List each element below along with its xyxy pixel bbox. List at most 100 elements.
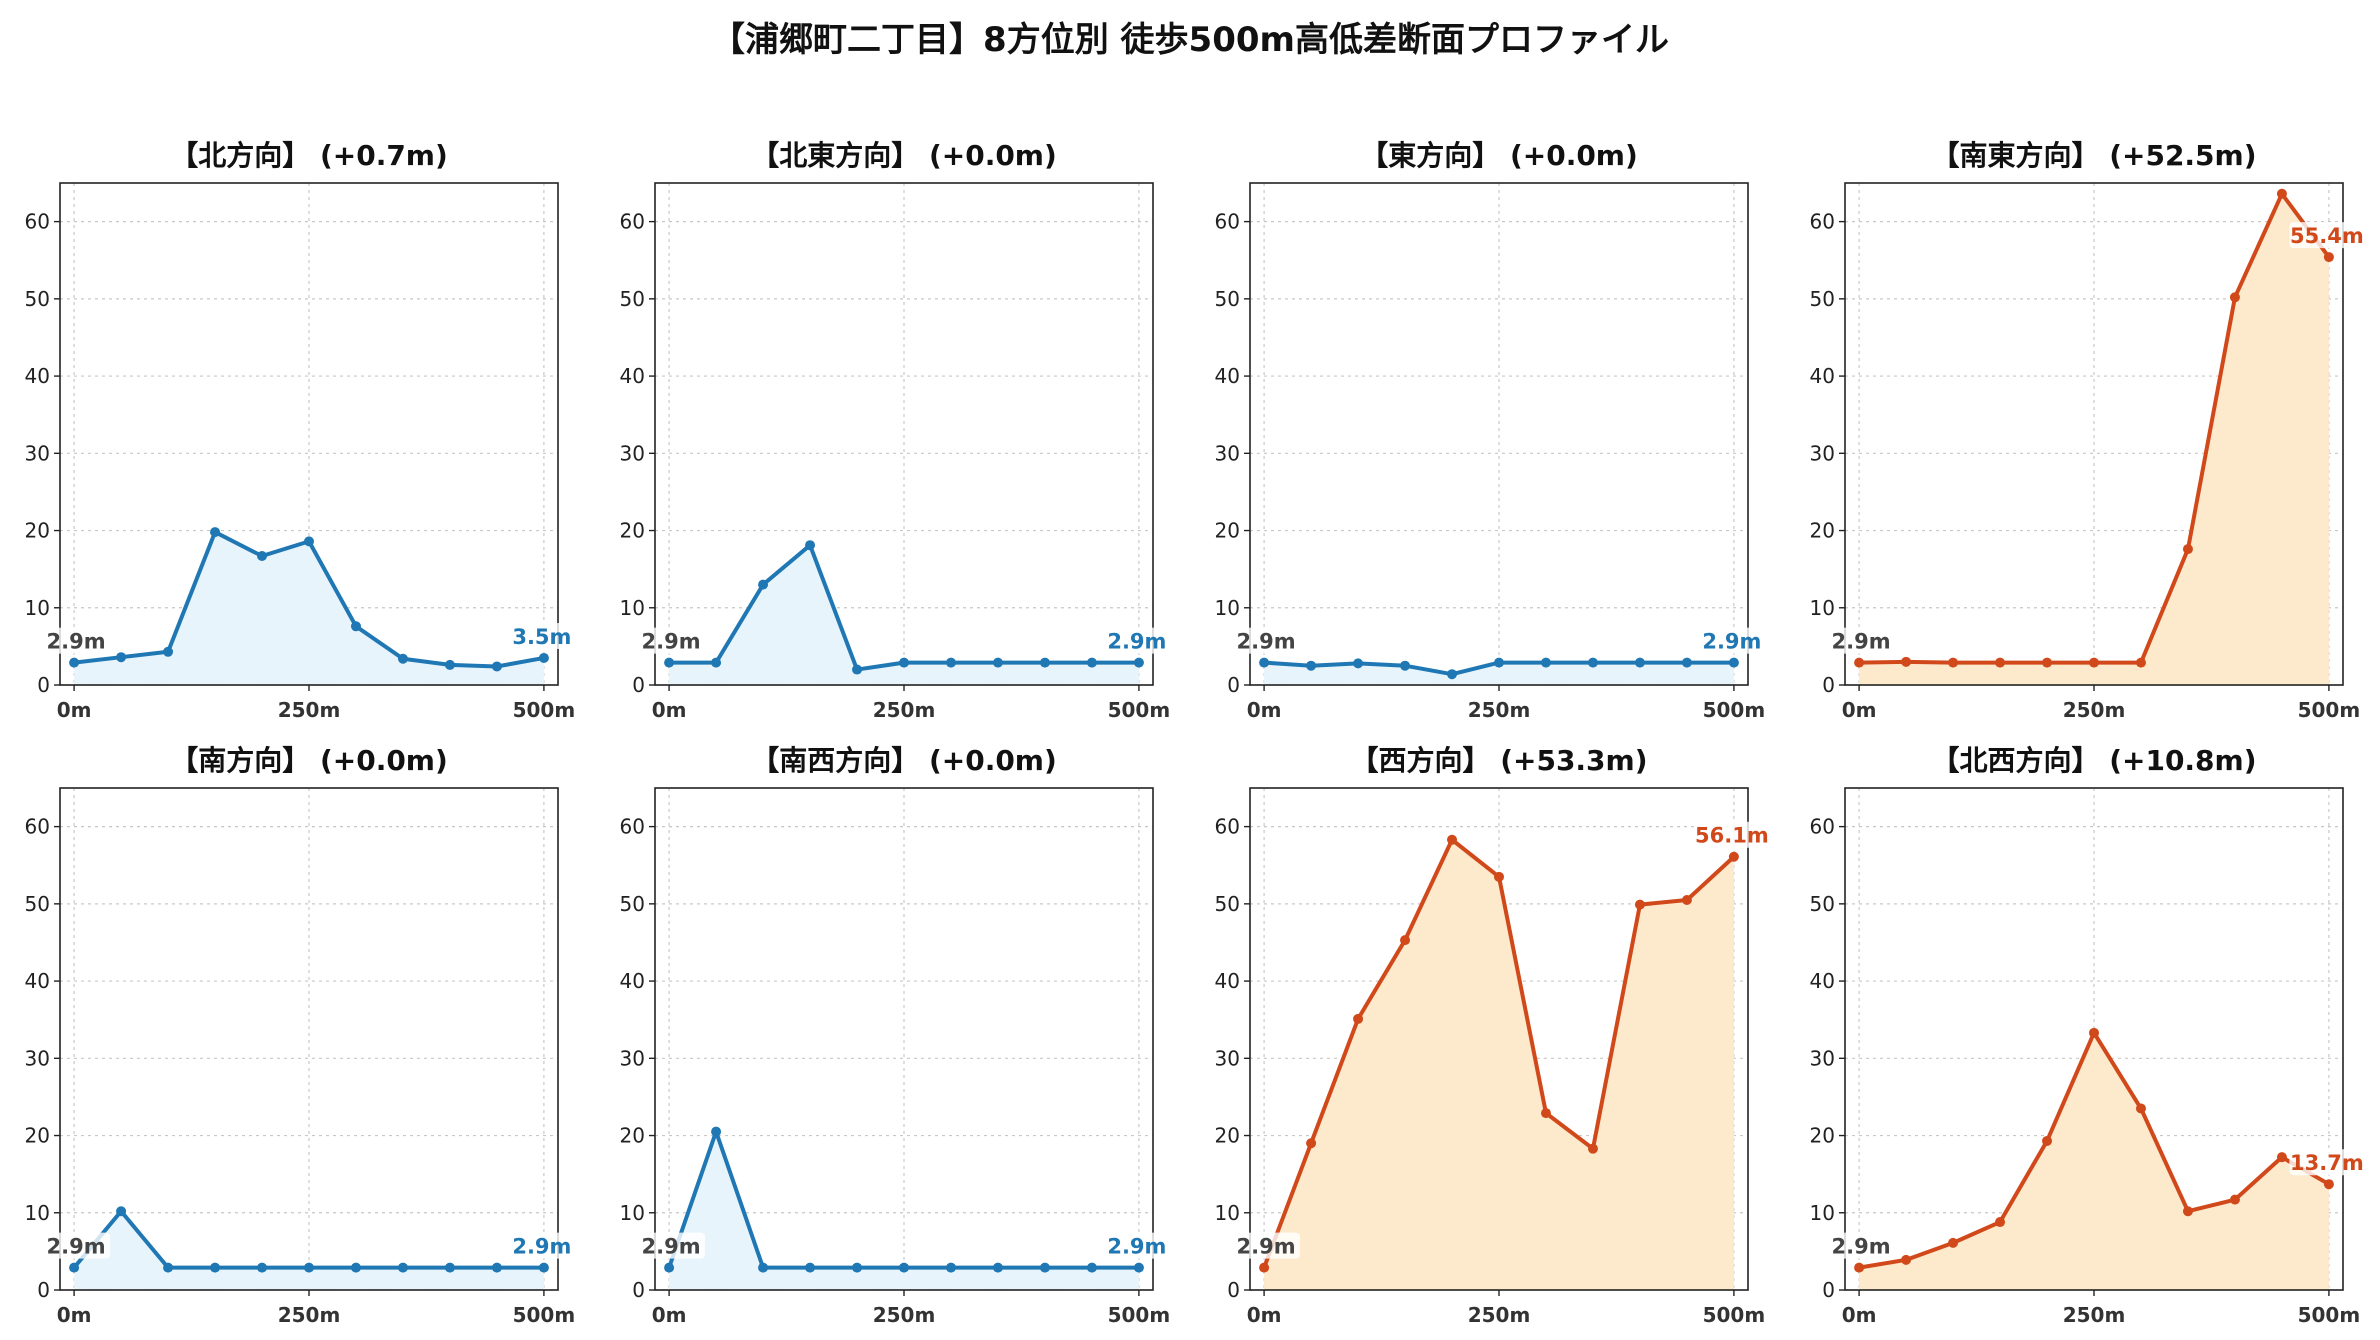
plot-frame — [654, 182, 1154, 686]
x-tick-label: 500m — [1108, 698, 1171, 722]
end-label-bg — [1700, 627, 1763, 654]
plot-frame — [59, 787, 559, 1291]
data-point — [1540, 657, 1551, 668]
y-tick-label: 50 — [620, 892, 645, 916]
start-elevation-label: 2.9m — [1832, 1235, 1891, 1259]
end-label-bg — [1105, 1232, 1168, 1259]
data-point — [163, 1262, 174, 1273]
y-tick-label: 0 — [37, 1278, 50, 1302]
x-tick-label: 0m — [652, 1303, 687, 1327]
start-label-bg — [42, 1232, 111, 1259]
start-label-bg — [1827, 1232, 1896, 1259]
x-tick-label: 0m — [1247, 698, 1282, 722]
start-label-bg — [1232, 1232, 1301, 1259]
panel-title: 【北東方向】 (+0.0m) — [751, 139, 1057, 172]
data-point — [2182, 1206, 2193, 1217]
start-elevation-label: 2.9m — [1832, 630, 1891, 654]
plot-frame — [1249, 182, 1749, 686]
y-tick-label: 40 — [1215, 364, 1240, 388]
end-elevation-label: 2.9m — [1702, 630, 1761, 654]
y-tick-label: 20 — [1810, 519, 1835, 543]
data-point — [1086, 1262, 1097, 1273]
data-point — [1681, 894, 1692, 905]
figure-title: 【浦郷町二丁目】8方位別 徒歩500m高低差断面プロファイル — [711, 20, 1669, 60]
y-tick-label: 20 — [1215, 519, 1240, 543]
data-point — [2042, 657, 2053, 668]
y-tick-label: 40 — [1810, 364, 1835, 388]
data-point — [945, 1262, 956, 1273]
x-tick-label: 0m — [1842, 698, 1877, 722]
data-point — [444, 1262, 455, 1273]
data-point — [1728, 657, 1739, 668]
data-point — [805, 540, 816, 551]
x-tick-label: 250m — [1468, 698, 1531, 722]
data-point — [1948, 1237, 1959, 1248]
x-tick-label: 500m — [2298, 1303, 2361, 1327]
data-point — [2089, 657, 2099, 668]
data-point — [992, 657, 1003, 668]
data-point — [304, 1262, 314, 1273]
y-tick-label: 10 — [620, 1201, 645, 1225]
data-point — [1995, 657, 2006, 668]
y-tick-label: 10 — [1215, 596, 1240, 620]
start-label-bg — [1232, 627, 1301, 654]
data-point — [1400, 660, 1411, 671]
y-tick-label: 50 — [1215, 287, 1240, 311]
y-tick-label: 0 — [1822, 673, 1835, 697]
data-point — [992, 1262, 1003, 1273]
x-tick-label: 0m — [652, 698, 687, 722]
data-point — [163, 646, 174, 657]
x-tick-label: 500m — [513, 698, 576, 722]
data-point — [1494, 657, 1504, 668]
area-fill — [74, 1211, 544, 1290]
y-tick-label: 40 — [620, 969, 645, 993]
panel-title: 【北方向】 (+0.7m) — [170, 139, 448, 172]
area-fill — [1264, 662, 1734, 685]
y-tick-label: 10 — [25, 1201, 50, 1225]
data-point — [491, 661, 502, 672]
panel-6: 0 10 20 30 40 50 60 0m 250m 500m 【西方向】 (+53.3m) 2.9… — [1215, 744, 1770, 1327]
y-tick-label: 30 — [620, 441, 645, 465]
end-elevation-label: 13.7m — [2290, 1151, 2364, 1175]
end-elevation-label: 3.5m — [512, 625, 571, 649]
x-tick-label: 0m — [57, 698, 92, 722]
y-tick-label: 30 — [1215, 441, 1240, 465]
data-point — [350, 621, 361, 632]
data-point — [538, 652, 549, 663]
panel-title: 【南西方向】 (+0.0m) — [751, 744, 1057, 777]
x-tick-label: 0m — [1842, 1303, 1877, 1327]
start-label-bg — [637, 627, 706, 654]
y-tick-label: 10 — [1810, 1201, 1835, 1225]
data-point — [1901, 656, 1912, 667]
panel-title: 【南方向】 (+0.0m) — [170, 744, 448, 777]
data-point — [1587, 1143, 1598, 1154]
x-tick-label: 500m — [1703, 698, 1766, 722]
panel-1: 0 10 20 30 40 50 60 0m 250m 500m 【北東方向】 (+0.0m) 2.9… — [620, 139, 1171, 722]
y-tick-label: 60 — [620, 815, 645, 839]
end-label-bg — [2289, 222, 2365, 249]
data-point — [1447, 834, 1458, 845]
x-tick-label: 500m — [2298, 698, 2361, 722]
data-point — [899, 657, 909, 668]
data-point — [1039, 1262, 1050, 1273]
y-tick-label: 0 — [1822, 1278, 1835, 1302]
area-fill — [1859, 1032, 2329, 1290]
area-fill — [1859, 193, 2329, 685]
data-point — [2089, 1027, 2099, 1038]
area-fill — [74, 532, 544, 685]
y-tick-label: 20 — [1215, 1124, 1240, 1148]
y-tick-label: 0 — [632, 673, 645, 697]
panel-title: 【西方向】 (+53.3m) — [1350, 744, 1647, 777]
data-point — [1681, 657, 1692, 668]
panel-4: 0 10 20 30 40 50 60 0m 250m 500m 【南方向】 (+0.0m) 2.9m… — [25, 744, 576, 1327]
panel-title: 【北西方向】 (+10.8m) — [1931, 744, 2256, 777]
start-elevation-label: 2.9m — [47, 630, 106, 654]
y-tick-label: 40 — [25, 364, 50, 388]
data-point — [1259, 657, 1270, 668]
data-point — [1039, 657, 1050, 668]
end-elevation-label: 56.1m — [1695, 824, 1769, 848]
start-elevation-label: 2.9m — [1237, 1235, 1296, 1259]
x-tick-label: 0m — [1247, 1303, 1282, 1327]
area-fill — [669, 545, 1139, 685]
x-tick-label: 250m — [1468, 1303, 1531, 1327]
